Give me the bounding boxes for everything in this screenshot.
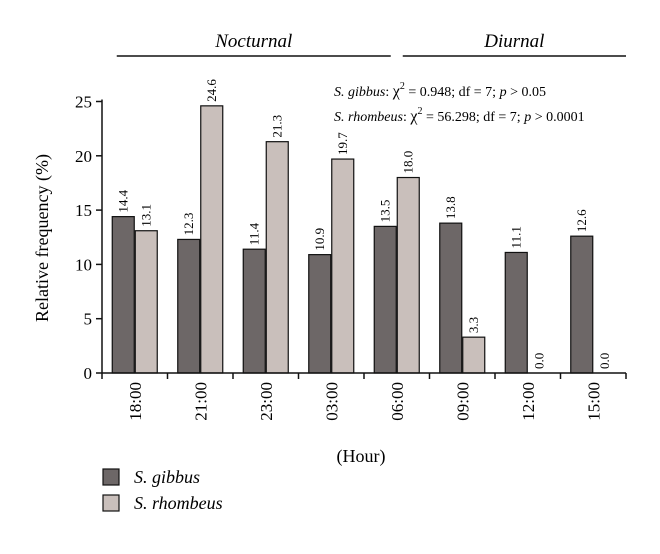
bar [331,158,355,374]
x-tick-label: 21:00 [191,382,210,421]
bar [265,141,289,374]
statistics-annotations: S. gibbus: χ2 = 0.948; df = 7; p > 0.05 S… [334,81,585,125]
y-tick-label: 10 [75,255,92,274]
bar-value-label: 12.3 [181,213,196,236]
bar [308,254,332,374]
bar-value-label: 11.1 [508,226,523,248]
statistics-annotation: S. rhombeus: χ2 = 56.298; df = 7; p > 0.… [334,106,585,125]
bar-value-label: 21.3 [269,115,284,138]
period-label: Diurnal [483,31,544,52]
bars: 14.4 13.1 12.3 24.6 11.4 21.3 10.9 19.7 13.5 18.0… [111,79,612,374]
bar [373,225,397,374]
bar-value-label: 13.1 [138,204,153,227]
y-axis-label: Relative frequency (%) [32,154,53,322]
y-tick-label: 25 [75,93,92,112]
x-tick-label: 03:00 [322,382,341,421]
statistics-annotation: S. gibbus: χ2 = 0.948; df = 7; p > 0.05 [334,81,546,100]
x-tick-label: 23:00 [257,382,276,421]
legend: S. gibbus S. rhombeus [102,467,223,513]
bar-value-label: 13.5 [377,200,392,223]
y-tick-label: 15 [75,201,92,220]
y-tick-label: 20 [75,147,92,166]
period-brackets: Nocturnal Diurnal [116,31,626,57]
bar [439,222,463,374]
bar-value-label: 24.6 [204,79,219,102]
x-tick-label: 09:00 [453,382,472,421]
y-tick-label: 5 [84,310,93,329]
bar-value-label: 11.4 [246,222,261,245]
bar [396,176,420,374]
x-tick-label: 18:00 [126,382,145,421]
bar [134,230,158,374]
bar-value-label: 18.0 [400,151,415,174]
bar [242,248,266,374]
bar-value-label: 14.4 [115,189,130,212]
bar [177,238,201,374]
y-tick-label: 0 [84,364,93,383]
bar-value-label: 10.9 [312,228,327,251]
axes: 0 5 10 15 20 25 18:00 21:00 23:00 03:00 06:00 09:00… [75,93,627,421]
bar-value-label: 12.6 [574,209,589,232]
legend-swatch [102,494,120,512]
bar-value-label: 0.0 [597,353,612,369]
bar-value-label: 0.0 [531,353,546,369]
x-axis-label: (Hour) [337,446,386,467]
bar [570,235,594,374]
bar [504,251,528,374]
x-tick-label: 12:00 [519,382,538,421]
bar-value-label: 19.7 [335,132,350,155]
bar-value-label: 13.8 [443,196,458,219]
x-tick-label: 06:00 [388,382,407,421]
bar [462,336,486,374]
legend-swatch [102,468,120,486]
x-tick-label: 15:00 [584,382,603,421]
legend-label: S. rhombeus [134,493,223,513]
period-label: Nocturnal [214,31,292,52]
bar [111,216,135,374]
bar-value-label: 3.3 [466,317,481,333]
legend-label: S. gibbus [134,467,200,487]
bar [200,105,224,374]
